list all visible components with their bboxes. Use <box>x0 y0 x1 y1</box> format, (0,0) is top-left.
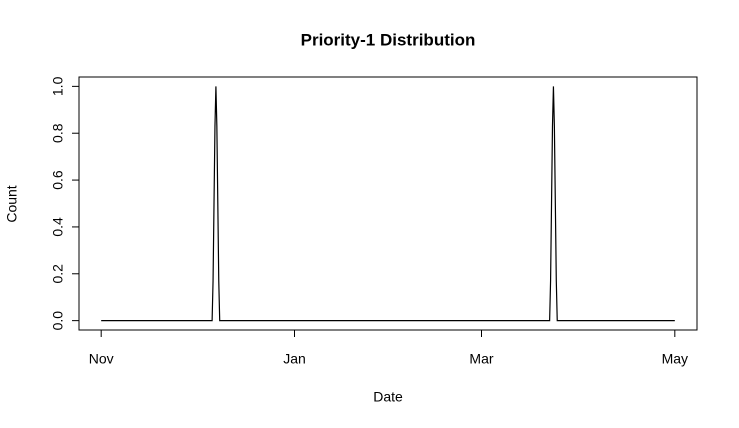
y-tick-label: 0.8 <box>50 123 66 143</box>
y-tick-label: 0.4 <box>50 217 66 237</box>
y-tick-label: 1.0 <box>50 76 66 96</box>
x-axis-label: Date <box>373 389 403 405</box>
plot-box <box>78 76 698 331</box>
y-tick-label: 0.0 <box>50 311 66 331</box>
y-tick-label: 0.6 <box>50 170 66 190</box>
data-line <box>101 86 675 322</box>
chart-title: Priority-1 Distribution <box>301 30 476 49</box>
x-tick-label: Jan <box>283 351 306 367</box>
x-tick-label: Nov <box>89 351 114 367</box>
y-tick-label: 0.2 <box>50 264 66 284</box>
x-tick-label: May <box>662 351 688 367</box>
x-tick-label: Mar <box>469 351 493 367</box>
y-axis-label: Count <box>4 185 20 222</box>
